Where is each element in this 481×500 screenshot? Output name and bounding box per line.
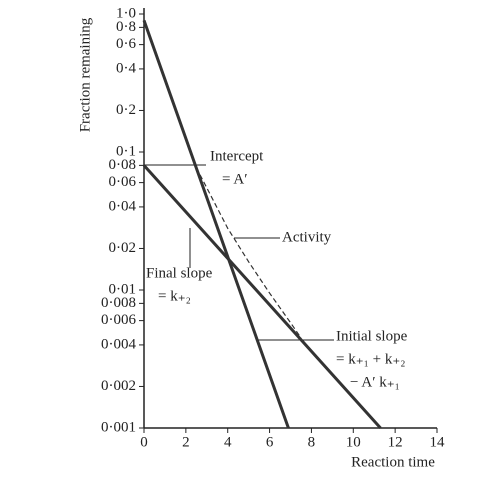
- x-tick-label: 8: [308, 434, 316, 450]
- y-tick-label: 0·04: [109, 198, 137, 214]
- series-line: [195, 167, 302, 339]
- x-axis-label: Reaction time: [351, 454, 435, 470]
- y-tick-label: 0·02: [109, 240, 137, 256]
- series-line: [142, 164, 382, 430]
- annotation: − A′ k₊₁: [350, 374, 400, 390]
- y-tick-label: 0·004: [101, 336, 136, 352]
- y-tick-label: 0·001: [101, 419, 136, 435]
- x-tick-label: 14: [430, 434, 446, 450]
- y-tick-label: 0·008: [101, 295, 136, 311]
- annotation: = k₊₂: [158, 288, 191, 304]
- y-tick-label: 0·6: [116, 36, 136, 52]
- x-tick-label: 10: [346, 434, 361, 450]
- leaders: [144, 164, 334, 341]
- y-tick-label: 0·2: [116, 102, 136, 118]
- y-tick-label: 0·06: [109, 174, 137, 190]
- y-axis-label: Fraction remaining: [77, 17, 93, 132]
- annotation: Activity: [282, 229, 332, 245]
- x-tick-label: 2: [182, 434, 190, 450]
- y-tick-label: 0·002: [101, 378, 136, 394]
- annotation: Final slope: [146, 265, 213, 281]
- y-tick-label: 0·4: [116, 60, 136, 76]
- annotation: = k₊₁ + k₊₂: [336, 351, 405, 367]
- x-tick-label: 6: [266, 434, 274, 450]
- y-tick-label: 0·006: [101, 312, 136, 328]
- y-tick-label: 0·01: [109, 281, 137, 297]
- x-tick-label: 4: [224, 434, 232, 450]
- annotation: Intercept: [210, 148, 264, 164]
- series-line: [142, 19, 290, 429]
- annotation: = A′: [222, 171, 248, 187]
- x-tick-label: 0: [140, 434, 148, 450]
- x-tick-label: 12: [388, 434, 403, 450]
- y-tick-label: 0·8: [116, 19, 136, 35]
- y-tick-label: 0·1: [116, 143, 136, 159]
- y-tick-label: 0·08: [109, 157, 137, 173]
- y-tick-label: 1·0: [116, 5, 136, 21]
- annotation: Initial slope: [336, 328, 408, 344]
